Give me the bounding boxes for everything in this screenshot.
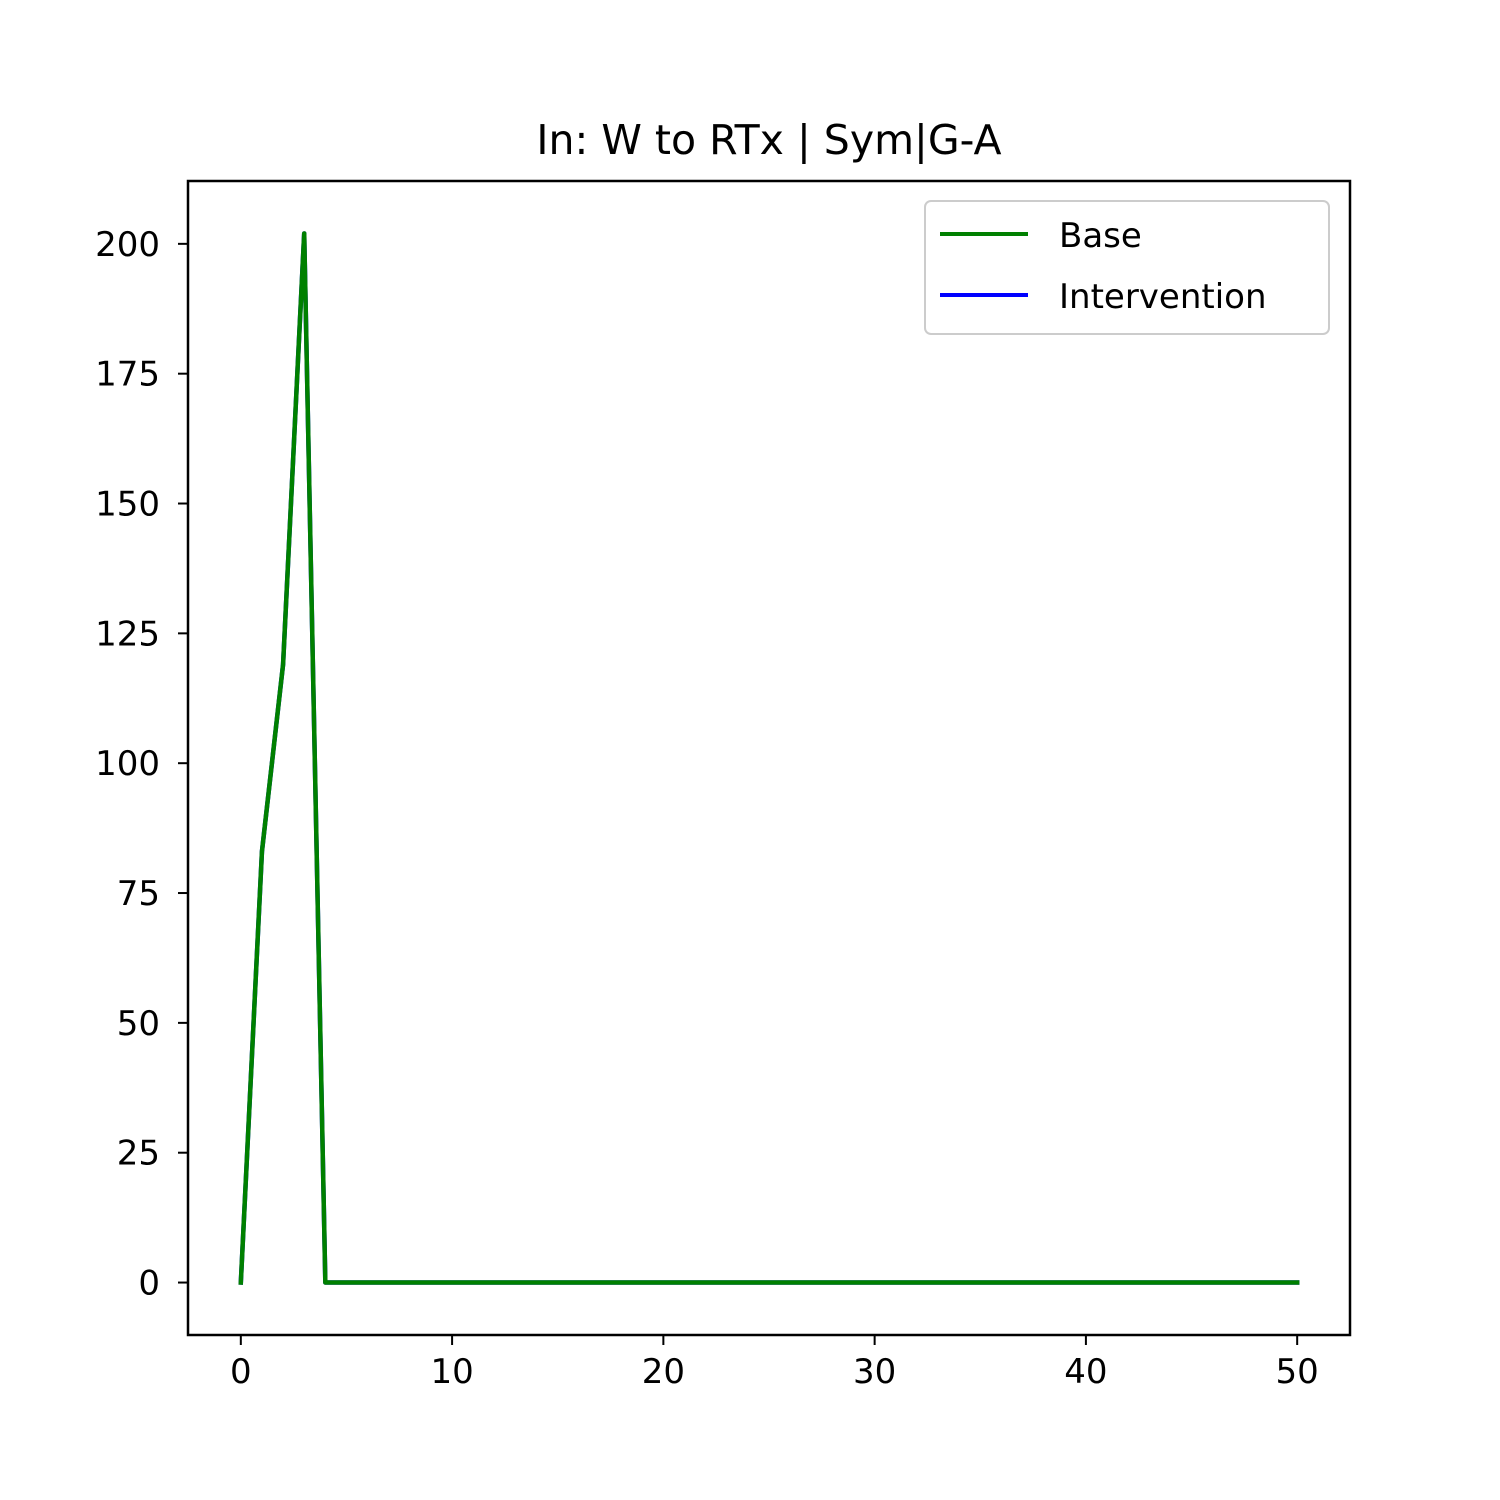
x-tick-label: 0 (230, 1352, 252, 1392)
legend: Base Intervention (924, 200, 1330, 335)
x-tick-label: 10 (430, 1352, 473, 1392)
x-tick-label: 30 (853, 1352, 896, 1392)
legend-label-base: Base (1059, 216, 1142, 256)
chart-title: In: W to RTx | Sym|G-A (536, 116, 1001, 164)
y-tick-label: 175 (95, 355, 160, 395)
x-tick-label: 40 (1064, 1352, 1107, 1392)
x-axis: 0 10 20 30 40 50 (230, 1335, 1319, 1392)
y-tick-label: 100 (95, 744, 160, 784)
plot-frame (186, 179, 1352, 1337)
y-tick-label: 150 (95, 485, 160, 525)
y-axis: 0 25 50 75 100 125 150 175 200 (95, 225, 188, 1304)
legend-label-intervention: Intervention (1059, 277, 1267, 317)
y-tick-label: 200 (95, 225, 160, 265)
x-tick-label: 50 (1276, 1352, 1319, 1392)
series-layer (238, 231, 1300, 1285)
y-tick-label: 0 (138, 1264, 160, 1304)
y-tick-label: 25 (117, 1134, 160, 1174)
series-line-base (238, 231, 1300, 1285)
y-tick-label: 125 (95, 614, 160, 654)
y-tick-label: 50 (117, 1004, 160, 1044)
y-tick-label: 75 (117, 874, 160, 914)
x-tick-label: 20 (642, 1352, 685, 1392)
